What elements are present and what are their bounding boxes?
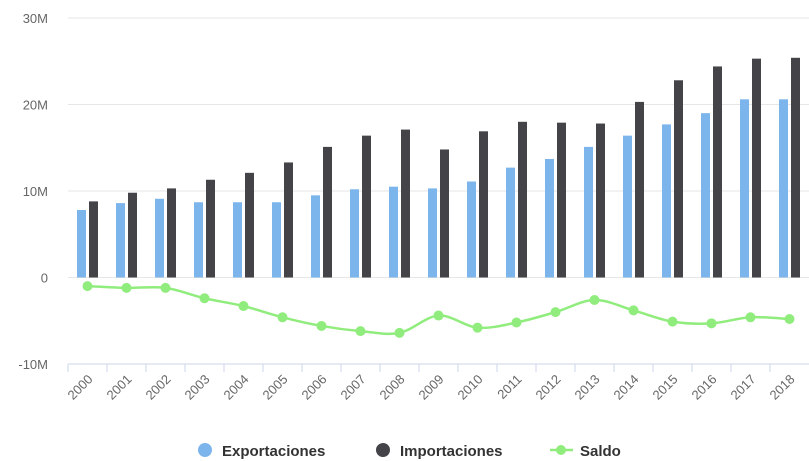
bar-exportaciones-2003[interactable] [194, 202, 203, 278]
legend: Exportaciones Importaciones Saldo [198, 443, 621, 460]
x-tick-label: 2014 [611, 372, 642, 403]
bar-importaciones-2001[interactable] [128, 192, 137, 278]
x-tick-label: 2004 [221, 372, 252, 403]
y-axis: 30M 20M 10M 0 -10M [18, 11, 48, 372]
legend-item-exportaciones[interactable]: Exportaciones [198, 443, 325, 460]
saldo-line [82, 281, 795, 338]
x-tick-label: 2009 [416, 372, 447, 403]
x-tick-label: 2000 [65, 372, 96, 403]
x-tick-label: 2011 [494, 372, 524, 402]
point-saldo-2018[interactable] [784, 314, 795, 325]
bar-exportaciones-2015[interactable] [662, 124, 671, 278]
bar-exportaciones-2013[interactable] [584, 146, 593, 278]
bar-importaciones-2003[interactable] [206, 179, 215, 278]
bar-importaciones-2012[interactable] [557, 122, 566, 278]
bar-importaciones-2004[interactable] [245, 172, 254, 278]
bar-importaciones-2002[interactable] [167, 188, 176, 278]
x-axis: 2000 2001 2002 2003 2004 2005 2006 2007 2008 2009… [65, 363, 809, 403]
bar-exportaciones-2008[interactable] [389, 186, 398, 278]
x-tick-label: 2003 [182, 372, 213, 403]
point-saldo-2004[interactable] [238, 301, 249, 312]
x-tick-label: 2006 [299, 372, 330, 403]
point-saldo-2001[interactable] [121, 282, 132, 293]
x-tick-label: 2010 [455, 372, 486, 403]
legend-label-exportaciones: Exportaciones [222, 443, 325, 460]
x-tick-label: 2001 [104, 372, 135, 403]
bar-exportaciones-2001[interactable] [116, 203, 125, 278]
bar-importaciones-2013[interactable] [596, 123, 605, 278]
legend-marker-saldo [556, 445, 566, 455]
bar-exportaciones-2000[interactable] [77, 210, 86, 278]
point-saldo-2003[interactable] [199, 293, 210, 304]
point-saldo-2002[interactable] [160, 282, 171, 293]
x-tick-label: 2002 [143, 372, 174, 403]
point-saldo-2017[interactable] [745, 312, 756, 323]
bar-exportaciones-2007[interactable] [350, 189, 359, 278]
y-tick-label: 30M [23, 11, 48, 26]
bar-exportaciones-2005[interactable] [272, 202, 281, 278]
x-tick-label: 2016 [689, 372, 720, 403]
bar-exportaciones-2012[interactable] [545, 158, 554, 278]
x-tick-label: 2008 [377, 372, 408, 403]
bar-exportaciones-2002[interactable] [155, 198, 164, 278]
point-saldo-2011[interactable] [511, 317, 522, 328]
point-saldo-2007[interactable] [355, 326, 366, 337]
point-saldo-2006[interactable] [316, 320, 327, 331]
legend-marker-importaciones [376, 443, 390, 457]
point-saldo-2000[interactable] [82, 281, 93, 292]
y-tick-label: 0 [41, 271, 48, 286]
bar-exportaciones-2009[interactable] [428, 188, 437, 278]
bar-exportaciones-2017[interactable] [740, 99, 749, 278]
legend-item-saldo[interactable]: Saldo [550, 443, 621, 460]
y-tick-label: -10M [18, 357, 48, 372]
bars [77, 57, 800, 278]
point-saldo-2016[interactable] [706, 318, 717, 329]
bar-exportaciones-2010[interactable] [467, 181, 476, 278]
legend-label-saldo: Saldo [580, 443, 621, 460]
point-saldo-2005[interactable] [277, 312, 288, 323]
point-saldo-2009[interactable] [433, 310, 444, 321]
x-tick-label: 2007 [338, 372, 369, 403]
bar-importaciones-2006[interactable] [323, 146, 332, 278]
point-saldo-2015[interactable] [667, 316, 678, 327]
bar-importaciones-2016[interactable] [713, 66, 722, 278]
bar-importaciones-2005[interactable] [284, 162, 293, 278]
bar-exportaciones-2011[interactable] [506, 167, 515, 278]
x-tick-label: 2018 [767, 372, 798, 403]
point-saldo-2010[interactable] [472, 322, 483, 333]
bar-exportaciones-2014[interactable] [623, 135, 632, 278]
bar-importaciones-2014[interactable] [635, 101, 644, 278]
y-tick-label: 10M [23, 184, 48, 199]
x-tick-label: 2013 [572, 372, 603, 403]
x-tick-label: 2017 [728, 372, 759, 403]
point-saldo-2008[interactable] [394, 327, 405, 338]
bar-exportaciones-2006[interactable] [311, 195, 320, 278]
point-saldo-2012[interactable] [550, 307, 561, 318]
bar-importaciones-2000[interactable] [89, 201, 98, 278]
point-saldo-2014[interactable] [628, 305, 639, 316]
x-tick-label: 2005 [260, 372, 291, 403]
bar-exportaciones-2004[interactable] [233, 202, 242, 278]
bar-importaciones-2007[interactable] [362, 135, 371, 278]
legend-label-importaciones: Importaciones [400, 443, 503, 460]
legend-marker-exportaciones [198, 443, 212, 457]
bar-exportaciones-2018[interactable] [779, 99, 788, 278]
bar-importaciones-2015[interactable] [674, 80, 683, 278]
bar-importaciones-2011[interactable] [518, 121, 527, 278]
x-tick-label: 2012 [533, 372, 564, 403]
x-tick-label: 2015 [650, 372, 681, 403]
bar-exportaciones-2016[interactable] [701, 113, 710, 278]
legend-item-importaciones[interactable]: Importaciones [376, 443, 503, 460]
saldo-line-path [87, 284, 790, 336]
bar-importaciones-2017[interactable] [752, 58, 761, 278]
bar-importaciones-2009[interactable] [440, 149, 449, 278]
bar-importaciones-2018[interactable] [791, 57, 800, 278]
bar-importaciones-2010[interactable] [479, 131, 488, 278]
bar-importaciones-2008[interactable] [401, 129, 410, 278]
point-saldo-2013[interactable] [589, 294, 600, 305]
y-tick-label: 20M [23, 98, 48, 113]
